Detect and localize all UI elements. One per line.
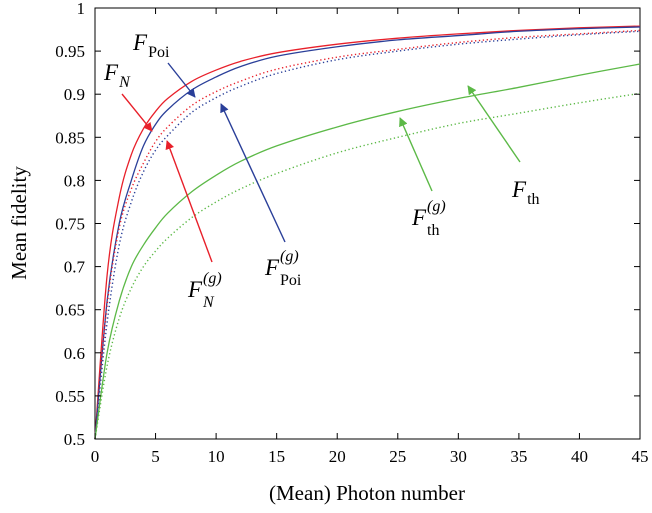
plot-frame (94, 7, 641, 440)
y-tick-label: 0.85 (55, 128, 85, 147)
y-tick-label: 0.9 (64, 85, 85, 104)
annotation-arrow (121, 93, 153, 132)
y-tick-label: 0.5 (64, 430, 85, 449)
y-tick-label: 0.55 (55, 387, 85, 406)
tick-layer: 0 5 10 15 20 25 30 35 40 45 0.5 0.55 0.6 0.65 0.7 0.75 0… (55, 0, 648, 466)
series-line-4 (94, 63, 641, 440)
y-tick-label: 1 (77, 0, 86, 18)
y-tick-label: 0.7 (64, 258, 86, 277)
series-line-5 (94, 92, 641, 440)
y-tick-label: 0.75 (55, 215, 85, 234)
x-tick-label: 5 (151, 447, 160, 466)
x-axis-title: (Mean) Photon number (269, 481, 465, 505)
series-layer (94, 25, 641, 440)
x-tick-label: 0 (91, 447, 100, 466)
y-axis-title: Mean fidelity (7, 166, 31, 280)
x-tick-label: 45 (632, 447, 649, 466)
y-tick-label: 0.6 (64, 344, 85, 363)
y-tick-label: 0.95 (55, 42, 85, 61)
y-tick-label: 0.65 (55, 301, 85, 320)
x-tick-label: 35 (510, 447, 527, 466)
x-tick-label: 40 (571, 447, 588, 466)
x-tick-label: 10 (208, 447, 225, 466)
series-line-2 (94, 29, 641, 440)
annotation-arrow (467, 85, 521, 163)
plot-area (94, 7, 641, 440)
annotation-arrow (167, 62, 196, 98)
annotation-arrow (165, 140, 213, 263)
series-line-3 (94, 30, 641, 440)
series-line-0 (94, 25, 641, 440)
x-tick-label: 25 (389, 447, 406, 466)
x-tick-label: 15 (268, 447, 285, 466)
x-tick-label: 30 (450, 447, 467, 466)
annotation-arrow (220, 103, 286, 243)
series-line-1 (94, 26, 641, 440)
y-tick-label: 0.8 (64, 171, 85, 190)
x-tick-label: 20 (329, 447, 346, 466)
annotation-arrow (399, 117, 433, 192)
